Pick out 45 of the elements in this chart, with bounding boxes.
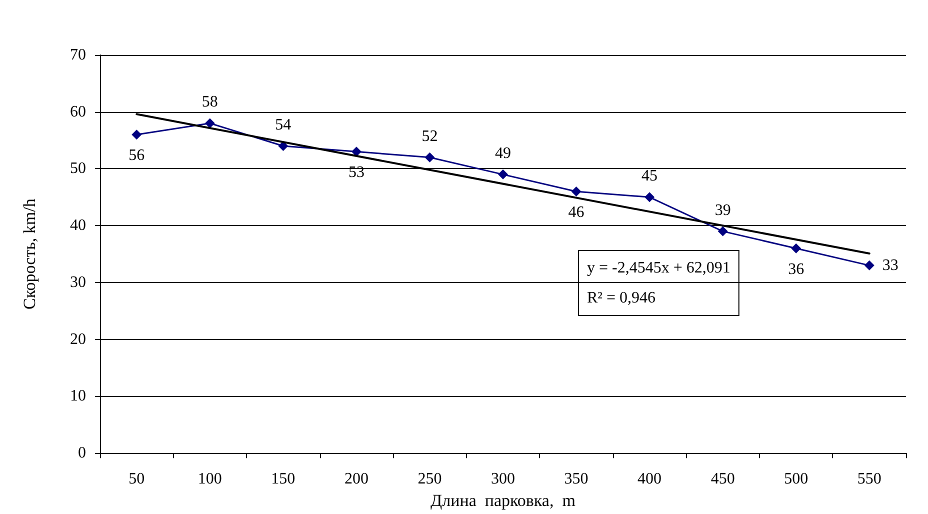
data-label: 45 xyxy=(642,168,658,185)
x-tick-label: 200 xyxy=(344,470,368,488)
y-tick-label: 20 xyxy=(70,330,86,348)
point xyxy=(424,152,435,162)
point xyxy=(644,192,655,202)
x-tick-label: 300 xyxy=(491,470,515,488)
x-tick-label: 500 xyxy=(784,470,808,488)
data-label: 52 xyxy=(422,128,438,145)
x-tick-label: 150 xyxy=(271,470,296,488)
y-tick-label: 10 xyxy=(70,388,86,405)
data-label: 33 xyxy=(882,256,898,274)
point xyxy=(864,260,874,270)
point xyxy=(718,226,728,236)
data-label: 36 xyxy=(788,260,804,278)
annotation: R² = 0,946 xyxy=(587,290,656,306)
annotation: y = -2,4545x + 62,091 xyxy=(587,260,730,276)
x-tick-label: 100 xyxy=(198,470,222,488)
data-label: 54 xyxy=(275,116,292,134)
data-label: 46 xyxy=(568,204,584,221)
y-tick-label: 60 xyxy=(70,103,86,120)
x-tick-label: 250 xyxy=(418,470,442,488)
x-tick-label: 550 xyxy=(857,470,882,488)
y-tick-label: 0 xyxy=(78,444,86,462)
y-tick-label: 70 xyxy=(70,46,86,64)
x-tick-label: 400 xyxy=(638,470,662,488)
y-tick-label: 40 xyxy=(70,217,86,234)
point xyxy=(571,186,582,196)
data-label: 58 xyxy=(202,94,218,111)
data-label: 39 xyxy=(714,202,731,219)
point xyxy=(204,118,215,128)
data-label: 56 xyxy=(128,147,145,164)
x-tick-label: 450 xyxy=(710,470,735,488)
data-label: 49 xyxy=(495,144,511,162)
y-tick-label: 50 xyxy=(70,160,86,178)
point xyxy=(498,169,508,180)
y-axis-title: Скорость, km/h xyxy=(20,198,39,310)
point xyxy=(791,243,802,254)
data-label: 53 xyxy=(348,164,364,182)
point xyxy=(278,140,288,151)
x-tick-label: 350 xyxy=(564,470,588,488)
point xyxy=(351,146,362,157)
x-tick-label: 50 xyxy=(128,470,145,488)
x-axis-title: Длина парковка, m xyxy=(430,491,576,510)
y-tick-label: 30 xyxy=(70,274,86,291)
point xyxy=(132,130,142,140)
